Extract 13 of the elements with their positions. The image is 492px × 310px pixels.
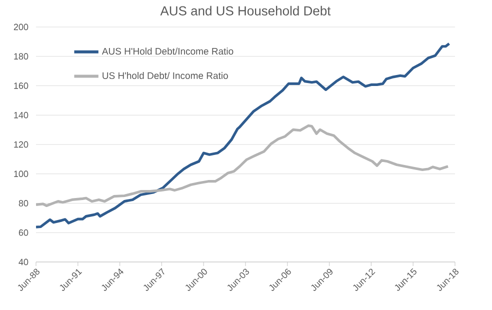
line-series bbox=[36, 42, 450, 228]
y-tick-label: 180 bbox=[14, 53, 28, 60]
y-tick-label: 100 bbox=[14, 170, 28, 178]
legend-label: AUS H'Hold Debt/Income Ratio bbox=[102, 48, 234, 55]
chart-title: AUS and US Household Debt bbox=[160, 6, 331, 16]
legend-label: US H'hold Debt/ Income Ratio bbox=[102, 72, 228, 80]
y-tick-label: 60 bbox=[18, 229, 28, 236]
y-tick-label: 80 bbox=[18, 200, 28, 206]
y-tick-label: 120 bbox=[14, 141, 28, 148]
y-tick-label: 40 bbox=[18, 258, 28, 266]
y-tick-label: 200 bbox=[14, 24, 28, 30]
y-tick-label: 160 bbox=[14, 82, 28, 89]
y-tick-label: 140 bbox=[14, 112, 28, 118]
